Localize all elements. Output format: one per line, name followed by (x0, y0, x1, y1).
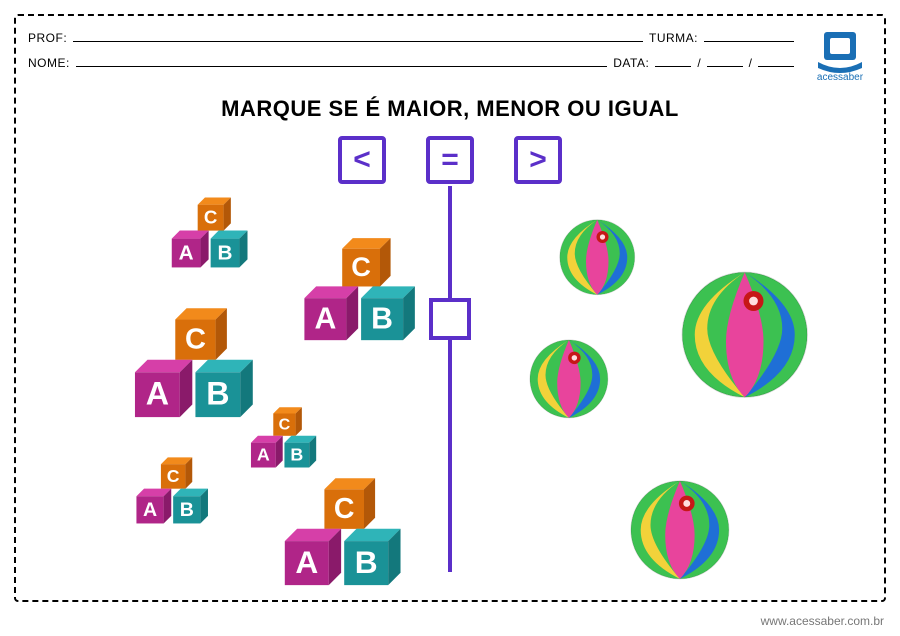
svg-text:A: A (295, 544, 318, 580)
svg-text:C: C (279, 416, 291, 434)
svg-text:C: C (204, 206, 217, 227)
logo-text: acessaber (810, 72, 870, 83)
svg-text:C: C (334, 493, 355, 525)
data-day-line[interactable] (655, 55, 691, 67)
abc-blocks: C A B (276, 476, 430, 614)
beach-ball (526, 336, 612, 426)
svg-text:B: B (355, 544, 378, 580)
greater-than-box: > (514, 136, 562, 184)
beach-ball (626, 476, 734, 589)
svg-text:C: C (351, 251, 371, 282)
beach-ball (676, 266, 814, 410)
svg-text:B: B (218, 241, 233, 264)
logo-icon (814, 30, 866, 74)
less-than-box: < (338, 136, 386, 184)
date-slash-1: / (697, 56, 700, 70)
turma-label: TURMA: (649, 31, 698, 45)
abc-blocks: C A B (131, 456, 226, 541)
prof-label: PROF: (28, 31, 67, 45)
worksheet-title: MARQUE SE É MAIOR, MENOR OU IGUAL (16, 96, 884, 122)
svg-text:C: C (185, 324, 206, 356)
worksheet-frame: PROF: TURMA: NOME: DATA: / / acessaber M… (14, 14, 886, 602)
svg-text:B: B (180, 499, 194, 521)
svg-text:A: A (143, 499, 157, 521)
svg-text:B: B (290, 445, 303, 465)
header-row-2: NOME: DATA: / / (28, 55, 794, 70)
svg-text:C: C (167, 466, 180, 486)
work-area: C A B C A B (36, 186, 864, 580)
symbols-row: < = > (16, 136, 884, 184)
footer-url: www.acessaber.com.br (761, 614, 884, 628)
prof-line[interactable] (73, 30, 643, 42)
date-slash-2: / (749, 56, 752, 70)
data-label: DATA: (613, 56, 649, 70)
svg-text:B: B (206, 376, 229, 412)
header-row-1: PROF: TURMA: (28, 30, 794, 45)
nome-label: NOME: (28, 56, 70, 70)
abc-blocks: C A B (296, 236, 443, 367)
abc-blocks: C A B (246, 406, 333, 484)
svg-text:A: A (146, 376, 169, 412)
svg-text:A: A (314, 302, 336, 335)
data-month-line[interactable] (707, 55, 743, 67)
data-year-line[interactable] (758, 55, 794, 67)
svg-text:B: B (371, 302, 393, 335)
brand-logo: acessaber (810, 30, 870, 83)
turma-line[interactable] (704, 30, 794, 42)
svg-text:A: A (257, 445, 270, 465)
abc-blocks: C A B (166, 196, 267, 286)
equals-box: = (426, 136, 474, 184)
header-area: PROF: TURMA: NOME: DATA: / / (28, 30, 794, 80)
svg-text:A: A (179, 241, 194, 264)
nome-line[interactable] (76, 55, 607, 67)
beach-ball (556, 216, 639, 302)
